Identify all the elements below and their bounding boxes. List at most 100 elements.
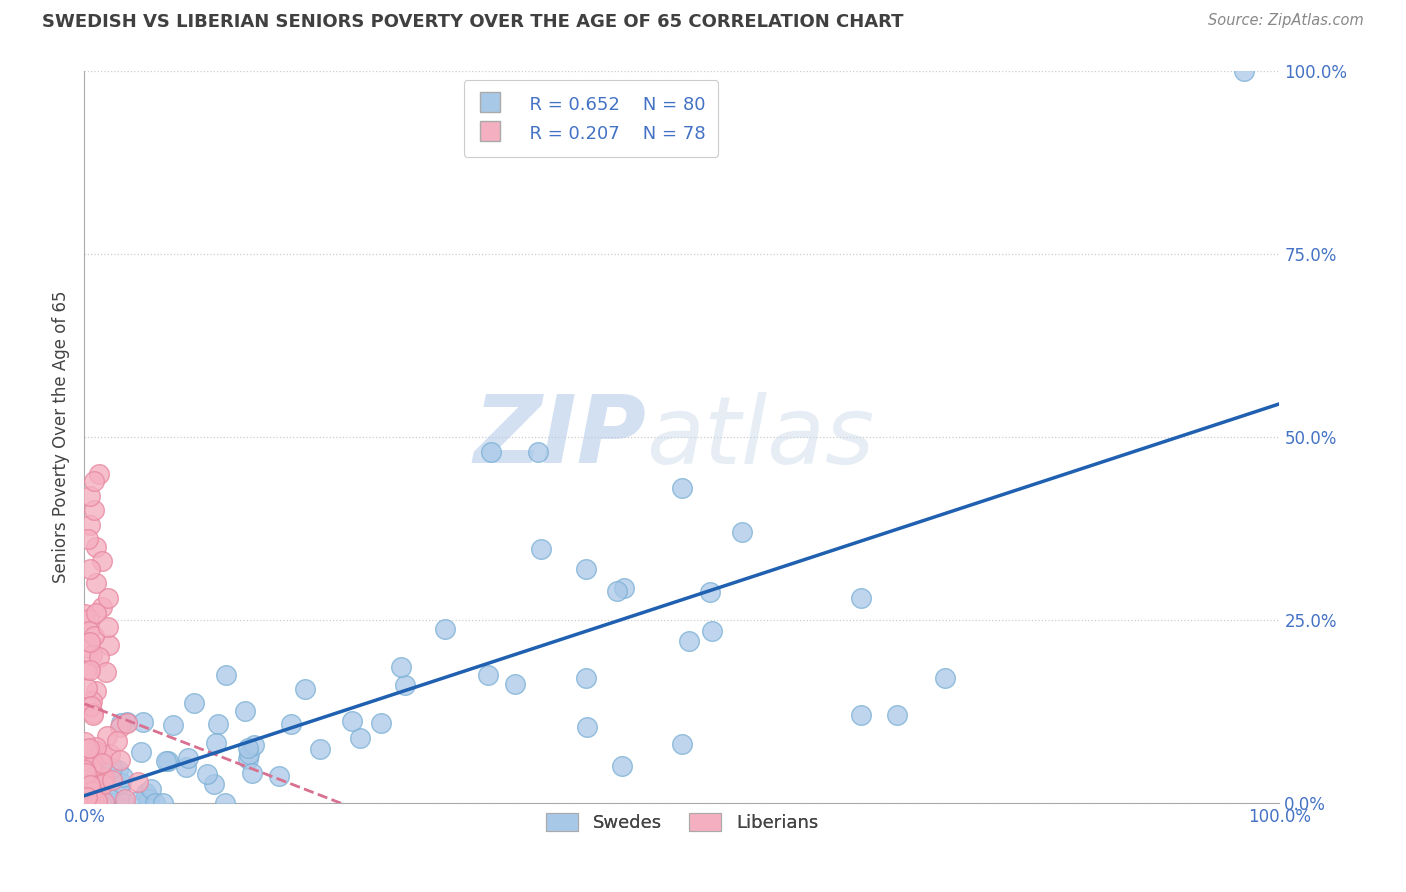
Point — [82, 791, 104, 805]
Point — [82, 784, 104, 798]
Point — [309, 741, 332, 756]
Point — [141, 781, 163, 796]
Point — [86, 606, 108, 620]
Point — [91, 748, 114, 763]
Text: SWEDISH VS LIBERIAN SENIORS POVERTY OVER THE AGE OF 65 CORRELATION CHART: SWEDISH VS LIBERIAN SENIORS POVERTY OVER… — [42, 13, 904, 31]
Point — [91, 777, 114, 791]
Point — [80, 759, 103, 773]
Point — [527, 444, 550, 458]
Point — [105, 734, 128, 748]
Point — [86, 794, 108, 808]
Point — [127, 794, 149, 808]
Point — [267, 769, 290, 783]
Point — [90, 599, 112, 614]
Point — [132, 715, 155, 730]
Point — [477, 668, 499, 682]
Point — [84, 744, 107, 758]
Point — [349, 731, 371, 745]
Point — [138, 796, 160, 810]
Point — [155, 754, 177, 768]
Point — [1233, 64, 1256, 78]
Point — [79, 792, 101, 806]
Point — [112, 796, 135, 810]
Point — [110, 786, 132, 800]
Point — [75, 607, 97, 621]
Point — [77, 612, 100, 626]
Point — [183, 696, 205, 710]
Point — [77, 740, 100, 755]
Point — [934, 672, 956, 686]
Point — [612, 759, 634, 773]
Point — [79, 698, 101, 713]
Point — [699, 585, 721, 599]
Point — [79, 489, 101, 503]
Point — [135, 786, 157, 800]
Point — [84, 684, 107, 698]
Point — [101, 772, 124, 787]
Point — [79, 778, 101, 792]
Point — [389, 660, 412, 674]
Point — [851, 591, 873, 605]
Point — [96, 665, 118, 680]
Point — [530, 542, 553, 557]
Point — [91, 796, 114, 810]
Point — [80, 780, 103, 795]
Point — [394, 678, 416, 692]
Point — [294, 681, 316, 696]
Point — [80, 780, 103, 794]
Point — [214, 796, 236, 810]
Point — [195, 767, 218, 781]
Point — [479, 444, 502, 458]
Point — [76, 741, 98, 756]
Point — [157, 755, 180, 769]
Point — [77, 624, 100, 639]
Point — [93, 771, 115, 785]
Point — [280, 717, 302, 731]
Point — [79, 517, 101, 532]
Point — [702, 624, 724, 639]
Point — [76, 681, 98, 695]
Point — [82, 706, 104, 720]
Point — [108, 753, 131, 767]
Point — [503, 677, 526, 691]
Point — [77, 776, 100, 790]
Point — [110, 715, 132, 730]
Point — [97, 788, 120, 802]
Point — [110, 720, 132, 734]
Point — [97, 620, 120, 634]
Point — [152, 796, 174, 810]
Point — [671, 737, 693, 751]
Point — [77, 533, 100, 547]
Point — [233, 705, 256, 719]
Point — [90, 796, 112, 810]
Point — [104, 796, 127, 810]
Point — [115, 714, 138, 729]
Point — [135, 789, 157, 804]
Point — [76, 756, 98, 770]
Point — [75, 771, 97, 785]
Point — [93, 795, 115, 809]
Point — [82, 648, 104, 663]
Point — [174, 760, 197, 774]
Point — [91, 554, 114, 568]
Point — [243, 738, 266, 752]
Point — [236, 752, 259, 766]
Point — [86, 576, 108, 591]
Point — [75, 762, 97, 776]
Point — [731, 525, 754, 540]
Point — [886, 708, 908, 723]
Point — [73, 735, 96, 749]
Point — [115, 716, 138, 731]
Point — [128, 774, 150, 789]
Point — [75, 663, 97, 677]
Point — [86, 540, 108, 554]
Point — [75, 753, 97, 767]
Point — [75, 759, 97, 773]
Point — [613, 581, 636, 595]
Point — [83, 503, 105, 517]
Point — [104, 796, 127, 810]
Point — [80, 780, 103, 794]
Text: ZIP: ZIP — [474, 391, 647, 483]
Point — [79, 562, 101, 576]
Point — [100, 796, 122, 810]
